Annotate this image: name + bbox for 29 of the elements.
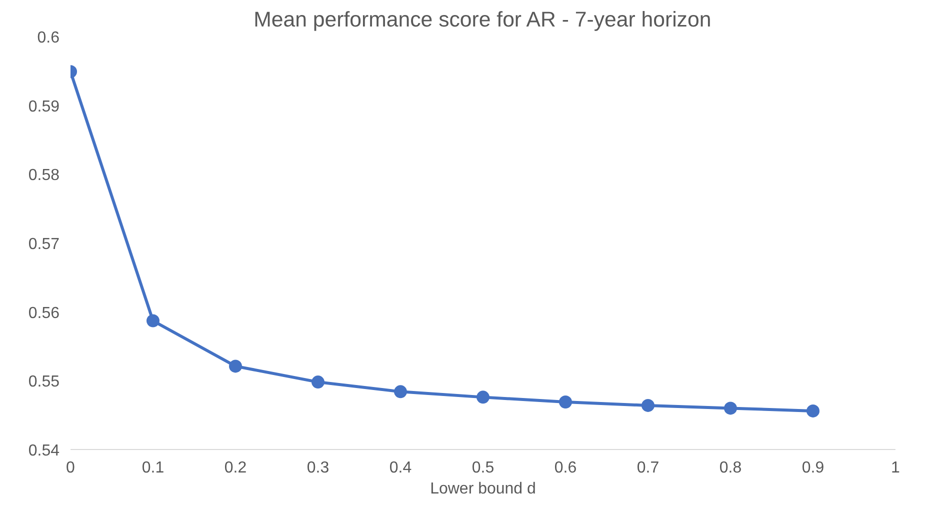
point [229, 360, 242, 373]
x-tick-label: 0.3 [306, 460, 330, 476]
point [312, 376, 324, 389]
x-tick-label: 0 [66, 460, 76, 476]
chart-title: Mean performance score for AR - 7-year horizon [254, 8, 712, 32]
x-tick-label: 0.6 [554, 460, 577, 476]
x-tick-label: 0.2 [224, 460, 247, 476]
x-tick-label: 0.1 [142, 460, 164, 476]
x-tick-label: 0.9 [802, 460, 824, 476]
point [559, 396, 572, 408]
point [806, 404, 820, 418]
x-tick-label: 0.7 [636, 460, 660, 476]
point [642, 398, 654, 412]
x-axis-title: Lower bound d [430, 480, 536, 498]
x-tick-label: 0.4 [389, 460, 412, 476]
y-tick-label: 0.57 [28, 236, 60, 253]
y-tick-label: 0.6 [37, 30, 60, 46]
x-tick-label: 0.8 [719, 460, 742, 476]
point [394, 385, 407, 398]
y-tick-label: 0.58 [28, 167, 60, 184]
point [476, 390, 490, 404]
x-tick-label: 0.5 [472, 460, 494, 476]
y-tick-label: 0.59 [28, 98, 60, 116]
point [724, 402, 737, 415]
point [146, 314, 160, 328]
y-tick-label: 0.55 [28, 374, 60, 391]
y-tick-label: 0.54 [28, 442, 60, 460]
x-tick-label: 1 [891, 460, 900, 476]
y-tick-label: 0.56 [28, 304, 60, 322]
